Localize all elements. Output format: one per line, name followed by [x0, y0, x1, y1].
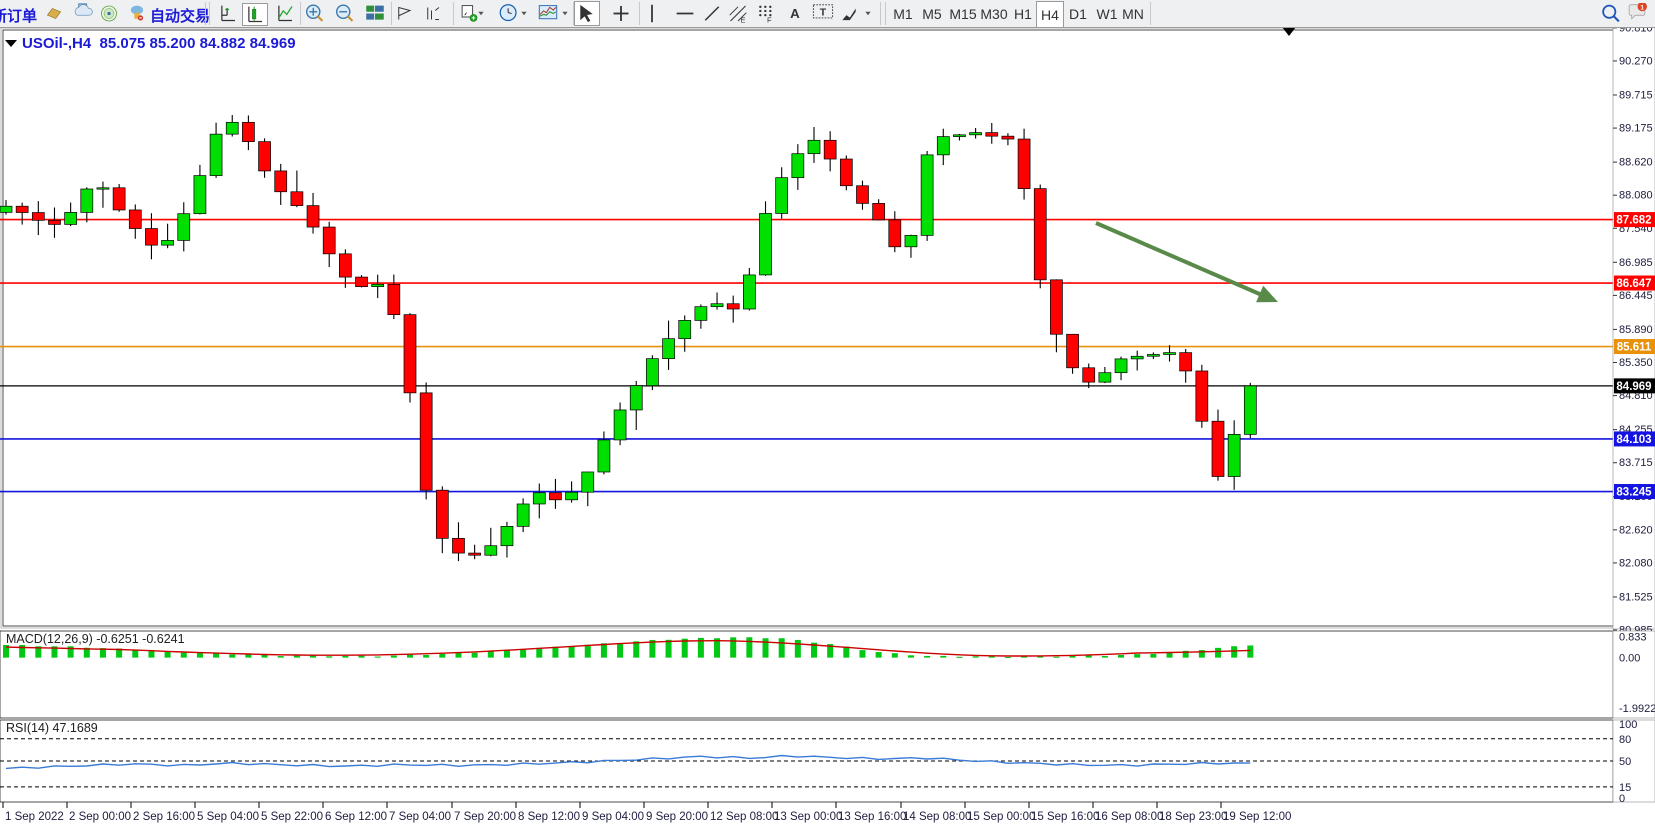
- svg-text:86.445: 86.445: [1619, 290, 1653, 302]
- svg-text:18 Sep 23:00: 18 Sep 23:00: [1159, 811, 1227, 823]
- svg-text:90.270: 90.270: [1619, 55, 1653, 67]
- svg-text:0.00: 0.00: [1619, 653, 1640, 665]
- svg-text:50: 50: [1619, 756, 1631, 768]
- svg-text:7 Sep 04:00: 7 Sep 04:00: [389, 811, 451, 823]
- svg-text:5 Sep 22:00: 5 Sep 22:00: [261, 811, 323, 823]
- svg-text:19 Sep 12:00: 19 Sep 12:00: [1223, 811, 1291, 823]
- svg-text:0.833: 0.833: [1619, 632, 1647, 644]
- svg-text:83.715: 83.715: [1619, 457, 1653, 469]
- svg-text:85.611: 85.611: [1617, 342, 1652, 354]
- svg-text:1 Sep 2022: 1 Sep 2022: [5, 811, 64, 823]
- svg-text:6 Sep 12:00: 6 Sep 12:00: [325, 811, 387, 823]
- svg-text:89.715: 89.715: [1619, 89, 1653, 101]
- svg-text:84.969: 84.969: [1616, 381, 1651, 393]
- svg-text:2 Sep 16:00: 2 Sep 16:00: [133, 811, 195, 823]
- svg-text:MACD(12,26,9) -0.6251 -0.6241: MACD(12,26,9) -0.6251 -0.6241: [6, 632, 185, 646]
- svg-text:85.350: 85.350: [1619, 357, 1653, 369]
- svg-text:85.890: 85.890: [1619, 324, 1653, 336]
- svg-text:80: 80: [1619, 734, 1631, 746]
- svg-text:9 Sep 20:00: 9 Sep 20:00: [646, 811, 708, 823]
- svg-text:8 Sep 12:00: 8 Sep 12:00: [518, 811, 580, 823]
- svg-text:13 Sep 00:00: 13 Sep 00:00: [774, 811, 842, 823]
- svg-text:100: 100: [1619, 719, 1637, 731]
- svg-text:89.175: 89.175: [1619, 123, 1653, 135]
- svg-text:1: 1: [1640, 4, 1644, 11]
- svg-text:2 Sep 00:00: 2 Sep 00:00: [69, 811, 131, 823]
- svg-text:86.985: 86.985: [1619, 257, 1653, 269]
- svg-text:RSI(14) 47.1689: RSI(14) 47.1689: [6, 721, 98, 735]
- svg-text:84.103: 84.103: [1616, 434, 1651, 446]
- svg-text:14 Sep 08:00: 14 Sep 08:00: [903, 811, 971, 823]
- svg-text:16 Sep 08:00: 16 Sep 08:00: [1095, 811, 1163, 823]
- svg-text:7 Sep 20:00: 7 Sep 20:00: [454, 811, 516, 823]
- svg-text:81.525: 81.525: [1619, 591, 1653, 603]
- svg-text:15 Sep 00:00: 15 Sep 00:00: [967, 811, 1035, 823]
- svg-text:13 Sep 16:00: 13 Sep 16:00: [838, 811, 906, 823]
- svg-text:87.682: 87.682: [1616, 215, 1651, 227]
- svg-text:86.647: 86.647: [1616, 278, 1651, 290]
- svg-text:82.620: 82.620: [1619, 524, 1653, 536]
- svg-text:15 Sep 16:00: 15 Sep 16:00: [1031, 811, 1099, 823]
- svg-text:88.080: 88.080: [1619, 190, 1653, 202]
- svg-text:12 Sep 08:00: 12 Sep 08:00: [710, 811, 778, 823]
- svg-text:0: 0: [1619, 793, 1625, 805]
- svg-text:83.245: 83.245: [1616, 487, 1652, 499]
- svg-text:9 Sep 04:00: 9 Sep 04:00: [582, 811, 644, 823]
- svg-text:88.620: 88.620: [1619, 157, 1653, 169]
- svg-text:82.080: 82.080: [1619, 557, 1653, 569]
- svg-text:5 Sep 04:00: 5 Sep 04:00: [197, 811, 259, 823]
- svg-text:-1.9922: -1.9922: [1619, 703, 1655, 715]
